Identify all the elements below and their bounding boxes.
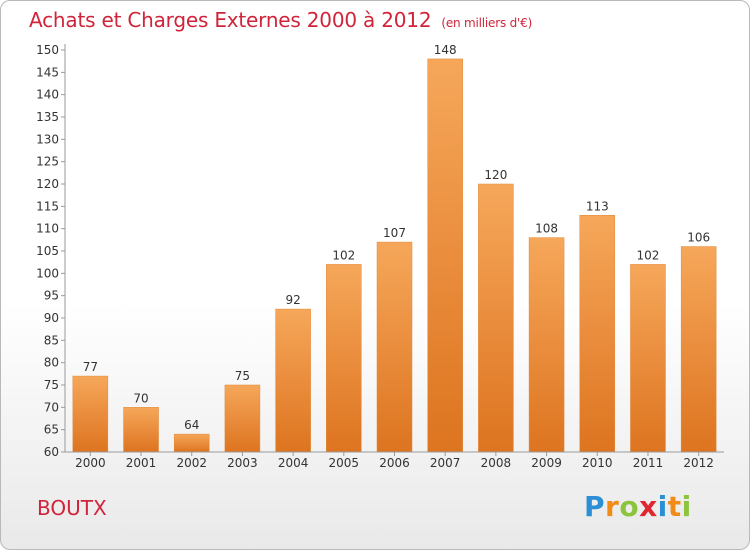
- x-tick-label-2009: 2009: [531, 456, 562, 470]
- x-tick-label-2006: 2006: [379, 456, 410, 470]
- y-tick-label: 90: [44, 311, 59, 325]
- x-tick-label-2011: 2011: [633, 456, 664, 470]
- bars: [72, 58, 717, 453]
- y-tick-label: 110: [36, 222, 59, 236]
- proxiti-logo: Proxiti: [584, 490, 692, 523]
- data-labels: 77 70 64 75 92 102 107 148 120 108 113 102 106: [83, 43, 710, 432]
- x-tick-label-2007: 2007: [430, 456, 461, 470]
- commune-name: BOUTX: [37, 496, 107, 520]
- y-tick-label: 85: [44, 333, 59, 347]
- data-label-2001: 70: [133, 391, 148, 405]
- x-axis-ticks: 2000 2001 2002 2003 2004 2005 2006 2007 2008 2009…: [75, 452, 714, 470]
- y-tick-label: 105: [36, 244, 59, 258]
- data-label-2008: 120: [484, 168, 507, 182]
- bar-2002: [173, 433, 210, 453]
- x-tick-label-2003: 2003: [227, 456, 258, 470]
- data-label-2005: 102: [332, 248, 355, 262]
- bar-2011: [630, 264, 666, 453]
- x-tick-label-2000: 2000: [75, 456, 106, 470]
- bar-2000: [72, 375, 109, 453]
- logo-letter: i: [681, 490, 692, 523]
- y-tick-label: 120: [36, 177, 59, 191]
- y-tick-label: 150: [36, 43, 59, 57]
- x-tick-label-2001: 2001: [126, 456, 157, 470]
- bar-2009: [528, 237, 565, 453]
- bar-2001: [123, 407, 159, 453]
- y-tick-label: 75: [44, 378, 59, 392]
- bar-2004: [275, 308, 311, 453]
- chart-title: Achats et Charges Externes 2000 à 2012 (e…: [29, 8, 532, 32]
- x-tick-label-2005: 2005: [329, 456, 360, 470]
- y-tick-label: 70: [44, 400, 59, 414]
- logo-letter: t: [667, 490, 682, 523]
- data-label-2007: 148: [434, 43, 457, 57]
- y-tick-label: 65: [44, 423, 59, 437]
- data-label-2010: 113: [586, 199, 609, 213]
- data-label-2004: 92: [285, 293, 300, 307]
- data-label-2003: 75: [235, 369, 250, 383]
- x-tick-label-2010: 2010: [582, 456, 613, 470]
- bar-2007: [427, 58, 463, 453]
- y-tick-label: 145: [36, 65, 59, 79]
- y-tick-label: 80: [44, 356, 59, 370]
- y-tick-label: 130: [36, 132, 59, 146]
- bar-2003: [224, 384, 261, 453]
- logo-letter: x: [639, 490, 658, 523]
- data-label-2000: 77: [83, 360, 98, 374]
- logo-letter: i: [657, 490, 668, 523]
- y-tick-label: 100: [36, 266, 59, 280]
- data-label-2011: 102: [637, 248, 660, 262]
- data-label-2002: 64: [184, 418, 199, 432]
- y-tick-label: 135: [36, 110, 59, 124]
- y-tick-label: 125: [36, 155, 59, 169]
- x-tick-label-2012: 2012: [683, 456, 714, 470]
- data-label-2006: 107: [383, 226, 406, 240]
- y-tick-label: 60: [44, 445, 59, 459]
- y-tick-label: 140: [36, 88, 59, 102]
- title-text: Achats et Charges Externes 2000 à 2012: [29, 8, 432, 32]
- unit-label: (en milliers d'€): [441, 16, 533, 30]
- data-label-2009: 108: [535, 222, 558, 236]
- x-tick-label-2002: 2002: [176, 456, 207, 470]
- y-tick-label: 115: [36, 199, 59, 213]
- bar-2008: [478, 183, 514, 453]
- y-tick-label: 95: [44, 289, 59, 303]
- data-label-2012: 106: [687, 231, 710, 245]
- logo-letter: r: [605, 490, 620, 523]
- bar-2012: [680, 246, 717, 453]
- x-tick-label-2004: 2004: [278, 456, 309, 470]
- y-axis-ticks: 60 65 70 75 80 85 90 95 100 105 110 115 120 125 130 135…: [36, 43, 65, 459]
- x-tick-label-2008: 2008: [481, 456, 512, 470]
- logo-letter: P: [584, 490, 606, 523]
- bar-2010: [579, 215, 616, 453]
- bar-2005: [326, 264, 362, 453]
- logo-letter: o: [619, 490, 640, 523]
- bar-2006: [376, 241, 413, 453]
